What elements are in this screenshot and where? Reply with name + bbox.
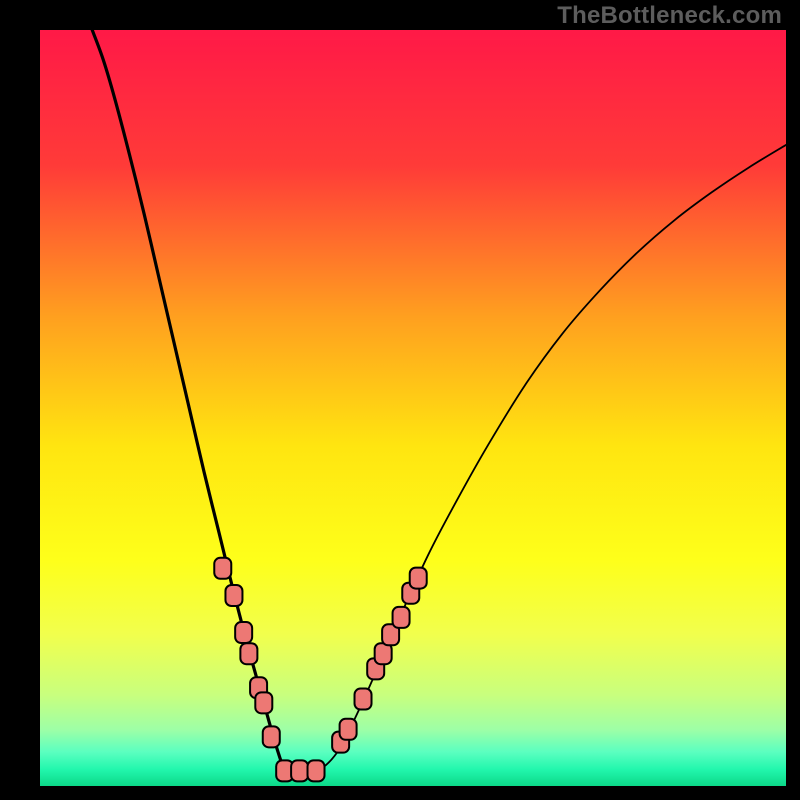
gradient-background: [40, 30, 786, 786]
marker-point: [410, 568, 427, 589]
marker-point: [214, 558, 231, 579]
marker-point: [235, 622, 252, 643]
marker-point: [255, 692, 272, 713]
plot-area: [40, 30, 786, 786]
marker-point: [355, 689, 372, 710]
marker-point: [340, 719, 357, 740]
chart-container: TheBottleneck.com: [0, 0, 800, 800]
marker-point: [375, 643, 392, 664]
marker-point: [225, 585, 242, 606]
watermark-text: TheBottleneck.com: [557, 2, 782, 30]
marker-point: [263, 726, 280, 747]
marker-point: [308, 760, 325, 781]
marker-point: [393, 607, 410, 628]
marker-point: [240, 643, 257, 664]
marker-point: [291, 760, 308, 781]
